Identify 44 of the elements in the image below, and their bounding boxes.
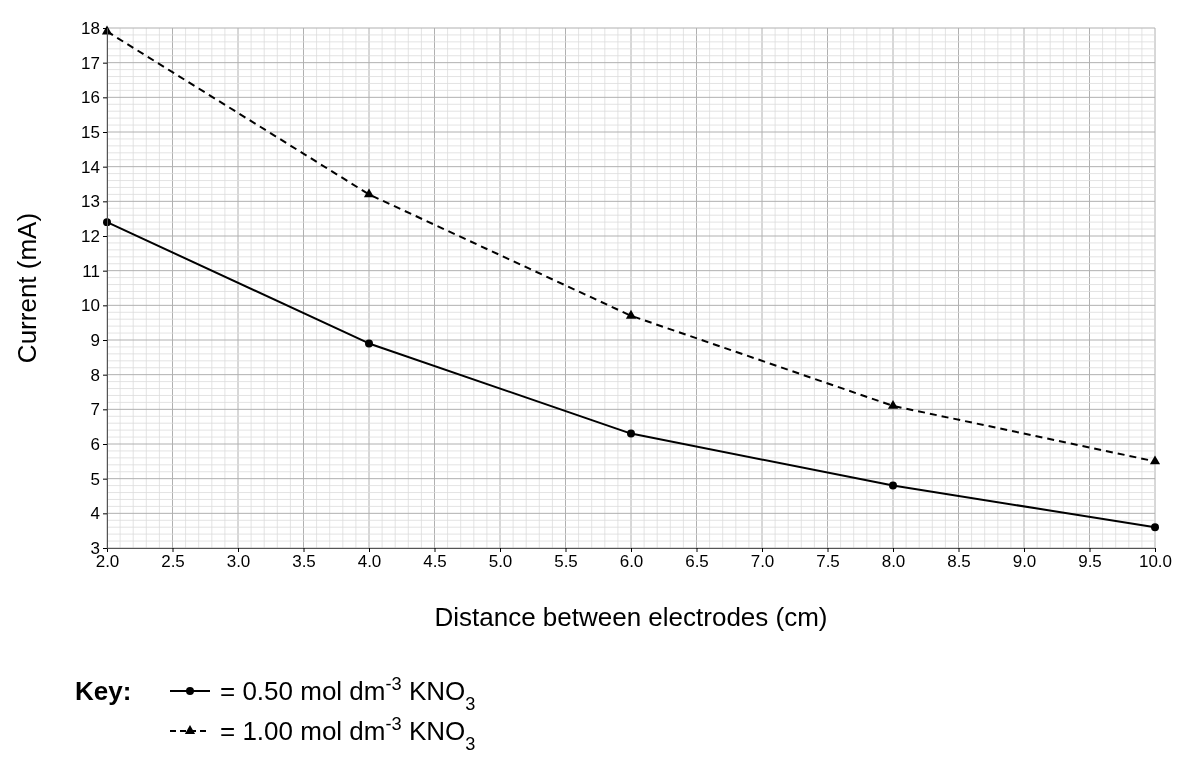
y-tick-label: 8 xyxy=(90,365,100,385)
y-tick-label: 10 xyxy=(81,296,100,316)
x-axis-title: Distance between electrodes (cm) xyxy=(434,602,828,632)
y-tick-label: 15 xyxy=(81,122,100,142)
y-tick-label: 11 xyxy=(82,261,100,281)
x-tick-label: 6.0 xyxy=(619,552,644,572)
y-tick-label: 9 xyxy=(90,330,100,350)
x-tick-label: 5.0 xyxy=(488,552,513,572)
x-tick-label: 9.0 xyxy=(1012,552,1037,572)
x-tick-label: 3.5 xyxy=(292,552,316,572)
y-tick-label: 18 xyxy=(81,18,100,38)
x-tick-label: 8.0 xyxy=(881,552,906,572)
y-tick-label: 13 xyxy=(81,192,100,212)
y-tick-label: 17 xyxy=(81,53,100,73)
x-tick-label: 10.0 xyxy=(1138,552,1173,572)
y-tick-label: 6 xyxy=(90,434,100,454)
y-tick-label: 14 xyxy=(81,157,100,177)
legend-title: Key: xyxy=(75,676,132,706)
x-tick-label: 7.5 xyxy=(816,552,840,572)
x-tick-label: 3.0 xyxy=(226,552,251,572)
y-tick-label: 5 xyxy=(90,469,100,489)
x-tick-label: 4.0 xyxy=(357,552,382,572)
x-tick-label: 6.5 xyxy=(685,552,709,572)
y-tick-label: 12 xyxy=(81,226,100,246)
x-tick-label: 8.5 xyxy=(947,552,971,572)
point xyxy=(887,399,899,409)
x-tick-label: 7.0 xyxy=(750,552,775,572)
point xyxy=(625,309,637,319)
y-tick-label: 16 xyxy=(81,88,100,108)
x-tick-label: 2.5 xyxy=(161,552,185,572)
x-tick-label: 9.5 xyxy=(1078,552,1102,572)
legend-label: = 0.50 mol dm$^{-3}$ KNO$_{3}$ xyxy=(220,674,476,714)
point xyxy=(1149,455,1161,465)
legend-label: = 1.00 mol dm$^{-3}$ KNO$_{3}$ xyxy=(220,714,476,754)
point xyxy=(365,339,373,348)
y-tick-label: 7 xyxy=(90,400,100,420)
point xyxy=(627,429,635,438)
x-tick-label: 4.5 xyxy=(423,552,447,572)
point xyxy=(1151,523,1159,532)
y-axis-title: Current (mA) xyxy=(12,212,42,364)
point xyxy=(889,481,897,490)
point xyxy=(363,188,375,198)
x-tick-label: 5.5 xyxy=(554,552,578,572)
y-tick-label: 4 xyxy=(90,504,100,524)
